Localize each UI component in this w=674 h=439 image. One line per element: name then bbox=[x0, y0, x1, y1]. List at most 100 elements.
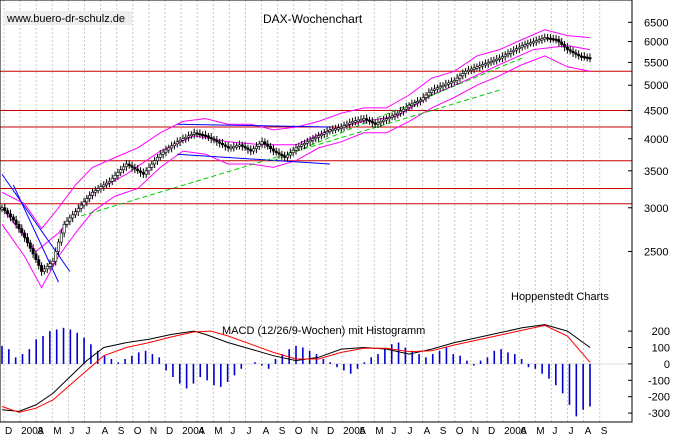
candle-body bbox=[574, 52, 578, 55]
trendline bbox=[177, 123, 330, 128]
watermark: www.buero-dr-schulz.de bbox=[6, 13, 125, 25]
candle-body bbox=[122, 166, 126, 170]
x-tick-label: D bbox=[327, 426, 334, 437]
candle-body bbox=[565, 46, 569, 50]
candle-body bbox=[554, 38, 558, 41]
candle-body bbox=[269, 146, 273, 150]
candle-body bbox=[469, 68, 473, 71]
candle-body bbox=[102, 184, 106, 188]
candle-body bbox=[249, 149, 253, 152]
candle-body bbox=[517, 46, 521, 49]
candle-body bbox=[351, 121, 355, 124]
candle-body bbox=[531, 41, 535, 44]
candle-body bbox=[325, 131, 329, 134]
candle-body bbox=[155, 157, 159, 162]
trendline bbox=[177, 153, 330, 165]
candle-body bbox=[348, 122, 352, 125]
macd-tick-label: 200 bbox=[652, 326, 670, 338]
y-tick-label: 4500 bbox=[644, 106, 668, 118]
y-tick-label: 5000 bbox=[644, 80, 668, 92]
chart-title: DAX-Wochenchart bbox=[263, 12, 363, 26]
candle-body bbox=[107, 180, 111, 184]
candle-body bbox=[365, 118, 369, 121]
x-tick-label: 2006 bbox=[504, 426, 527, 437]
candle-body bbox=[82, 201, 86, 206]
candle-body bbox=[252, 148, 256, 152]
candle-body bbox=[181, 138, 185, 141]
candle-body bbox=[71, 214, 75, 219]
candle-body bbox=[90, 191, 94, 196]
candle-body bbox=[297, 146, 301, 149]
candle-body bbox=[158, 153, 162, 158]
candle-body bbox=[187, 135, 191, 138]
candle-body bbox=[540, 38, 544, 41]
price-axis: 2500 3000 3500 4000 4500 5000 5500 6000 6500 bbox=[628, 17, 668, 258]
candle-body bbox=[96, 188, 100, 191]
candle-body bbox=[543, 37, 547, 40]
candle-body bbox=[523, 44, 527, 47]
candle-body bbox=[393, 114, 397, 117]
candle-body bbox=[31, 248, 35, 255]
candle-body bbox=[40, 265, 44, 272]
candle-body bbox=[110, 178, 114, 182]
candle-body bbox=[331, 128, 335, 132]
candle-body bbox=[526, 43, 530, 46]
x-tick-label: O bbox=[134, 426, 142, 437]
candle-body bbox=[221, 143, 225, 146]
candle-body bbox=[302, 143, 306, 146]
candle-body bbox=[435, 87, 439, 90]
x-tick-label: D bbox=[488, 426, 495, 437]
candle-body bbox=[362, 118, 366, 121]
candle-body bbox=[28, 242, 32, 249]
candle-body bbox=[235, 145, 239, 148]
candle-body bbox=[568, 49, 572, 52]
candle-body bbox=[116, 172, 120, 176]
candle-body bbox=[246, 147, 250, 150]
candle-body bbox=[153, 160, 157, 165]
candle-body bbox=[478, 65, 482, 68]
candle-body bbox=[232, 146, 236, 149]
candle-body bbox=[571, 50, 575, 54]
candle-body bbox=[560, 41, 564, 45]
candle-body bbox=[79, 204, 83, 209]
x-tick-label: J bbox=[247, 426, 252, 437]
candle-body bbox=[308, 139, 312, 143]
candle-body bbox=[512, 49, 516, 53]
macd-panel bbox=[0, 324, 632, 417]
x-tick-label: N bbox=[150, 426, 157, 437]
candle-body bbox=[438, 86, 442, 89]
candle-body bbox=[147, 167, 151, 172]
candle-body bbox=[136, 168, 140, 172]
candle-body bbox=[0, 207, 4, 210]
candle-body bbox=[294, 147, 298, 151]
candle-body bbox=[3, 207, 7, 212]
x-tick-label: A bbox=[102, 426, 109, 437]
candle-body bbox=[410, 103, 414, 106]
candle-body bbox=[551, 38, 555, 41]
candle-body bbox=[506, 52, 510, 56]
candle-body bbox=[390, 115, 394, 118]
candle-body bbox=[218, 141, 222, 144]
candle-body bbox=[461, 73, 465, 77]
candle-body bbox=[373, 122, 377, 125]
candle-body bbox=[328, 129, 332, 132]
candle-body bbox=[124, 163, 128, 168]
x-tick-label: 2003 bbox=[21, 426, 44, 437]
candle-body bbox=[127, 163, 131, 167]
candle-body bbox=[59, 232, 63, 243]
candle-body bbox=[387, 116, 391, 120]
candle-body bbox=[585, 56, 589, 59]
candle-body bbox=[260, 141, 264, 145]
candle-body bbox=[356, 119, 360, 122]
candle-body bbox=[557, 39, 561, 43]
x-tick-label: A bbox=[520, 426, 527, 437]
candle-body bbox=[580, 55, 584, 58]
candle-body bbox=[416, 101, 420, 104]
candle-body bbox=[76, 208, 80, 213]
candle-body bbox=[226, 146, 230, 149]
candle-body bbox=[206, 135, 210, 138]
candle-body bbox=[105, 182, 109, 186]
x-tick-label: D bbox=[166, 426, 173, 437]
candle-body bbox=[588, 57, 592, 60]
candle-body bbox=[447, 82, 451, 85]
